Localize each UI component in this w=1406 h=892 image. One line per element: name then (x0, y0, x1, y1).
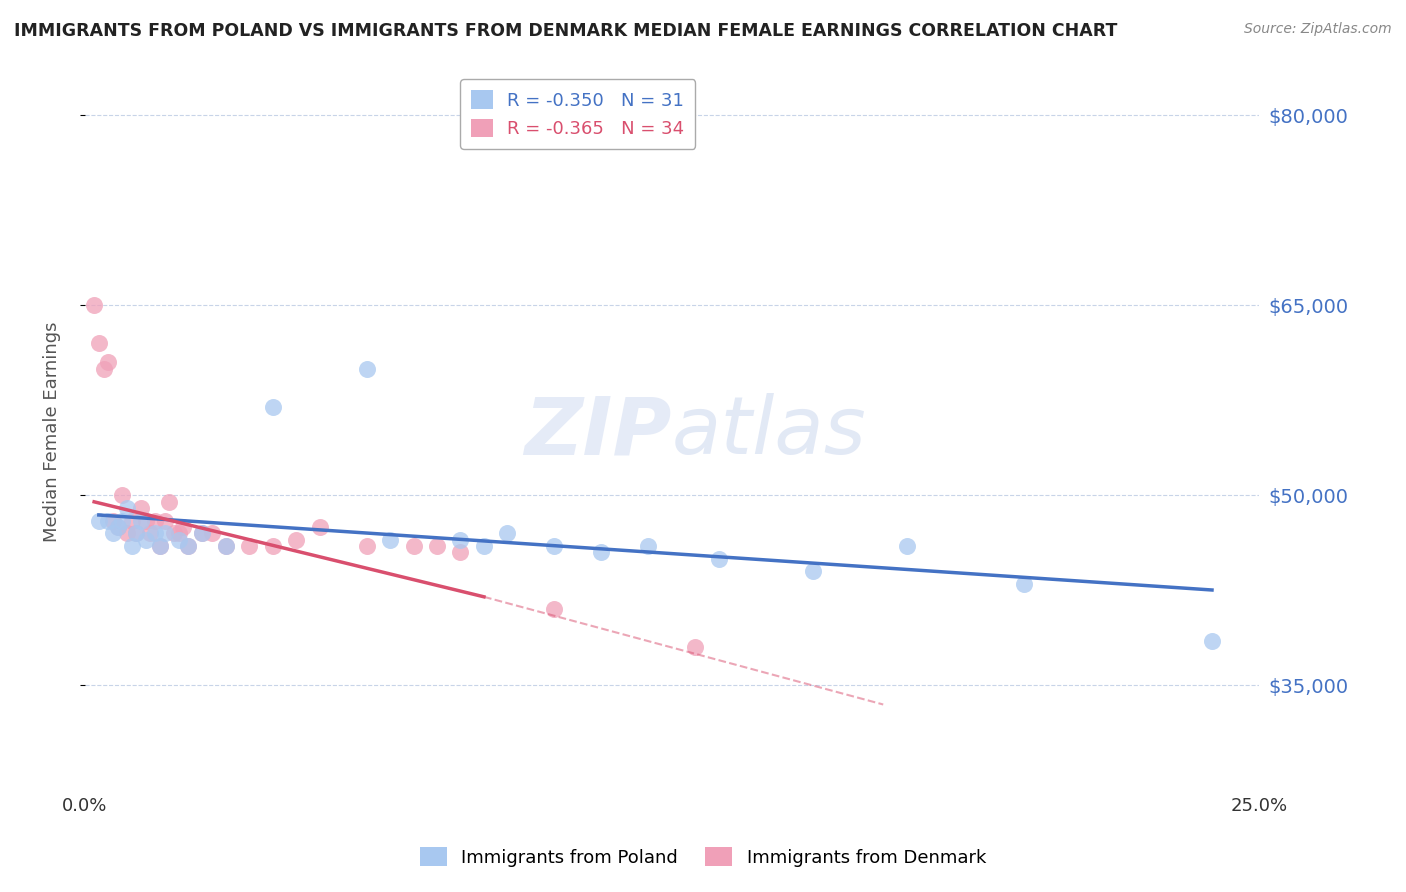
Legend: R = -0.350   N = 31, R = -0.365   N = 34: R = -0.350 N = 31, R = -0.365 N = 34 (460, 79, 696, 149)
Point (356, 361, 378, 376)
Point (308, 520, 330, 534)
Y-axis label: Median Female Earnings: Median Female Earnings (44, 322, 60, 542)
Point (472, 539, 495, 553)
Point (543, 602, 565, 616)
Point (125, 526, 148, 541)
Point (214, 539, 236, 553)
Point (115, 526, 138, 541)
Point (685, 640, 707, 655)
Point (238, 539, 260, 553)
Legend: Immigrants from Poland, Immigrants from Denmark: Immigrants from Poland, Immigrants from … (412, 840, 994, 874)
Point (97, 514, 120, 528)
Point (356, 539, 378, 553)
Point (153, 526, 176, 541)
Point (149, 539, 172, 553)
Point (153, 514, 176, 528)
Point (1012, 577, 1035, 591)
Point (200, 526, 222, 541)
Point (191, 526, 214, 541)
Point (177, 539, 200, 553)
Point (139, 526, 162, 541)
Text: Source: ZipAtlas.com: Source: ZipAtlas.com (1244, 22, 1392, 37)
Point (87, 514, 110, 528)
Point (262, 539, 284, 553)
Point (167, 526, 190, 541)
Point (191, 526, 214, 541)
Point (896, 539, 918, 553)
Text: ZIP: ZIP (524, 393, 672, 471)
Point (1201, 634, 1223, 648)
Point (163, 526, 186, 541)
Point (450, 533, 472, 547)
Point (125, 526, 148, 541)
Point (285, 533, 308, 547)
Point (637, 539, 659, 553)
Point (172, 520, 194, 534)
Point (167, 533, 190, 547)
Text: IMMIGRANTS FROM POLAND VS IMMIGRANTS FROM DENMARK MEDIAN FEMALE EARNINGS CORRELA: IMMIGRANTS FROM POLAND VS IMMIGRANTS FRO… (14, 22, 1118, 40)
Point (402, 539, 425, 553)
Point (157, 495, 180, 509)
Point (135, 514, 157, 528)
Point (129, 514, 152, 528)
Point (121, 539, 143, 553)
Point (87, 336, 110, 351)
Point (107, 520, 129, 534)
Point (496, 526, 519, 541)
Point (177, 539, 200, 553)
Point (801, 565, 824, 579)
Point (107, 520, 129, 534)
Point (101, 514, 124, 528)
Point (149, 539, 172, 553)
Point (450, 545, 472, 559)
Point (121, 514, 143, 528)
Point (426, 539, 449, 553)
Point (111, 488, 134, 502)
Point (93, 361, 115, 376)
Point (101, 526, 124, 541)
Point (214, 539, 236, 553)
Point (143, 514, 166, 528)
Point (115, 501, 138, 516)
Point (707, 551, 730, 566)
Point (111, 514, 134, 528)
Point (591, 545, 613, 559)
Point (262, 400, 284, 414)
Text: atlas: atlas (672, 393, 866, 471)
Point (83, 298, 105, 312)
Point (135, 533, 157, 547)
Point (129, 501, 152, 516)
Point (378, 533, 401, 547)
Point (143, 526, 166, 541)
Point (543, 539, 565, 553)
Point (97, 355, 120, 369)
